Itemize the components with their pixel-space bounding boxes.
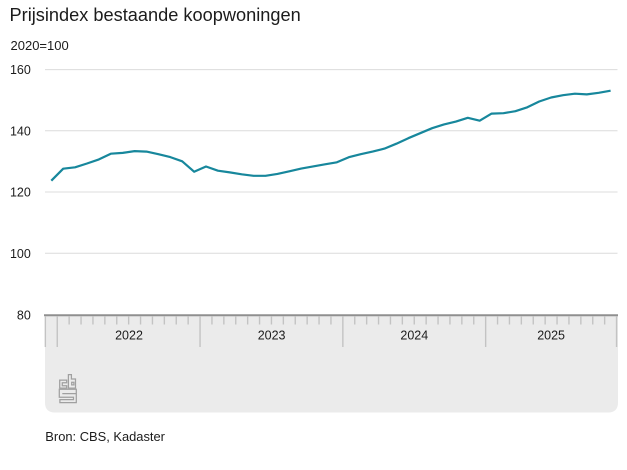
svg-text:2022: 2022 [115, 329, 143, 343]
svg-text:Bron: CBS, Kadaster: Bron: CBS, Kadaster [45, 429, 165, 444]
svg-text:2020=100: 2020=100 [11, 38, 69, 53]
svg-text:140: 140 [10, 124, 31, 138]
svg-text:120: 120 [10, 186, 31, 200]
svg-text:2025: 2025 [537, 329, 565, 343]
svg-text:2024: 2024 [400, 329, 428, 343]
svg-text:Prijsindex bestaande koopwonin: Prijsindex bestaande koopwoningen [10, 5, 301, 25]
svg-text:160: 160 [10, 63, 31, 77]
svg-text:2023: 2023 [258, 329, 286, 343]
svg-text:80: 80 [17, 309, 31, 323]
svg-text:100: 100 [10, 247, 31, 261]
